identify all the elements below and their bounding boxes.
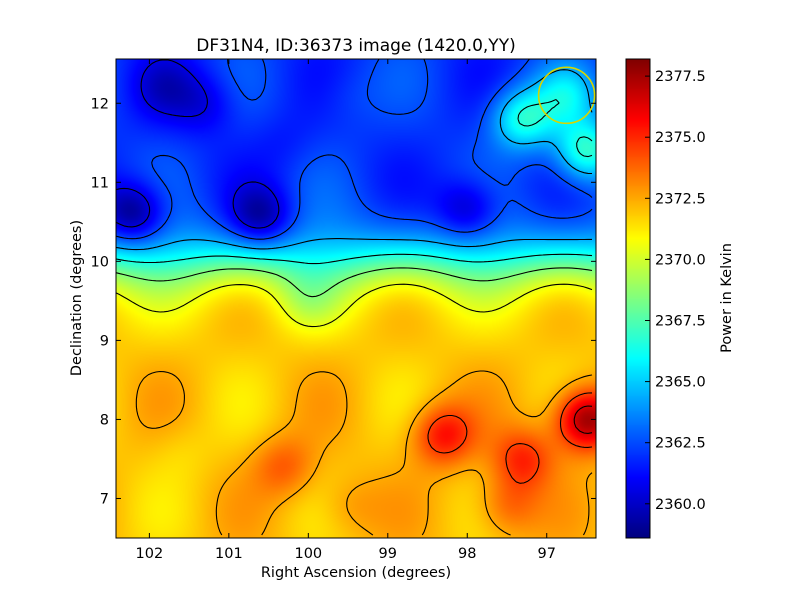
colorbar-gradient	[626, 59, 650, 538]
contour-level-2	[115, 69, 593, 251]
colorbar: 2360.0 2362.5 2365.0 2367.5 2370.0 2372.5 2375…	[625, 58, 735, 539]
beam-circle	[537, 66, 596, 125]
chart-title: DF31N4, ID:36373 image (1420.0,YY)	[196, 36, 515, 56]
colorbar-tick-label: 2377.5	[655, 69, 706, 85]
y-axis: 7 8 9 10 11 12	[91, 96, 596, 507]
colorbar-frame	[625, 58, 651, 539]
colorbar-tick-label: 2370.0	[655, 252, 706, 268]
contour-level-0	[115, 59, 280, 229]
colorbar-tick-label: 2365.0	[655, 375, 706, 391]
colorbar-tick-label: 2360.0	[655, 497, 706, 513]
colorbar-tick-label: 2372.5	[655, 191, 706, 207]
x-tick-label: 102	[136, 546, 164, 562]
colorbar-label: Power in Kelvin	[719, 243, 735, 353]
y-axis-label: Declination (degrees)	[69, 220, 85, 376]
contour-level-3	[116, 98, 593, 265]
heatmap-image	[116, 59, 596, 538]
plot-frame	[115, 58, 597, 539]
contour-lines	[115, 58, 593, 536]
colorbar-ticks: 2360.0 2362.5 2365.0 2367.5 2370.0 2372.5 2375…	[645, 69, 706, 513]
contour-level-4	[115, 267, 593, 298]
y-tick-label: 10	[91, 254, 109, 270]
x-tick-label: 100	[294, 546, 322, 562]
y-tick-label: 11	[91, 175, 109, 191]
contour-level-6	[135, 370, 593, 536]
plot-area	[115, 58, 597, 539]
contour-level-5	[115, 283, 593, 328]
y-tick-label: 7	[100, 491, 109, 507]
colorbar-tick-label: 2375.0	[655, 130, 706, 146]
contour-level-8	[573, 405, 593, 434]
x-axis-label: Right Ascension (degrees)	[261, 565, 451, 581]
contour-level-1	[115, 58, 593, 240]
x-tick-label: 97	[538, 546, 556, 562]
contour-level-7	[427, 392, 593, 484]
y-tick-label: 8	[100, 412, 109, 428]
colorbar-tick-label: 2367.5	[655, 313, 706, 329]
colorbar-tick-label: 2362.5	[655, 436, 706, 452]
x-axis: 102 101 100 99 98 97	[136, 59, 556, 562]
y-tick-label: 9	[100, 333, 109, 349]
y-tick-label: 12	[91, 96, 109, 112]
x-tick-label: 101	[215, 546, 243, 562]
x-tick-label: 98	[458, 546, 476, 562]
beam-marker	[537, 66, 596, 125]
x-tick-label: 99	[379, 546, 397, 562]
